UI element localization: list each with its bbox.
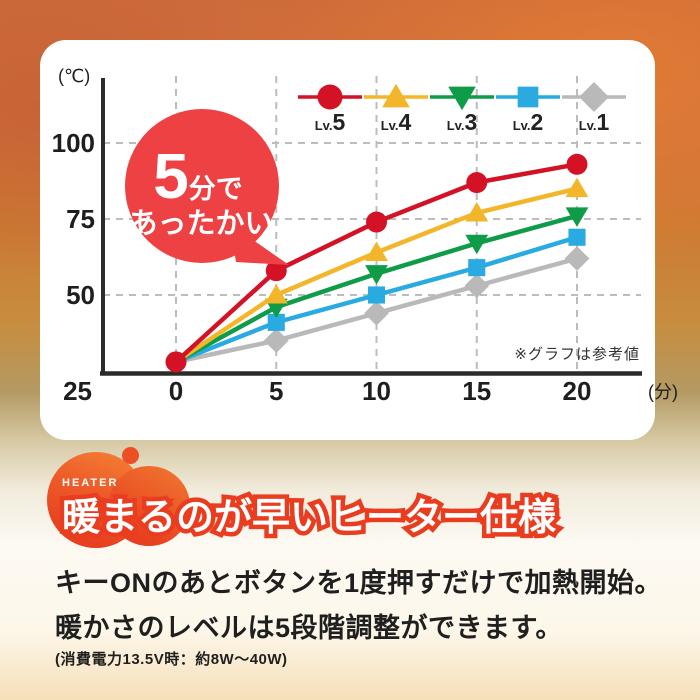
square-marker <box>367 286 386 304</box>
y-tick-label: 25 <box>63 376 92 406</box>
legend-label: Lv.3 <box>447 109 478 135</box>
body-text-line2: 暖かさのレベルは5段階調整ができます。 <box>55 613 563 643</box>
heading-eyebrow: HEATER <box>62 477 119 489</box>
circle-marker <box>265 260 287 282</box>
square-marker <box>517 86 539 108</box>
legend-label: Lv.2 <box>513 109 544 135</box>
heading-blob-small <box>108 466 190 546</box>
x-tick-label: 20 <box>563 376 592 406</box>
x-tick-label: 5 <box>269 376 283 406</box>
diamond-marker <box>364 300 389 326</box>
circle-marker <box>366 211 387 233</box>
triangle-down-marker <box>365 265 388 285</box>
legend-item-Lv.5: Lv.5 <box>298 84 362 135</box>
series-Lv.4 <box>174 177 589 364</box>
square-marker <box>267 313 285 331</box>
triangle-up-marker <box>365 241 388 261</box>
diamond-marker <box>579 82 609 112</box>
speech-bubble: 5分で あったかい <box>125 109 289 265</box>
legend: Lv.5 Lv.4 Lv.3 Lv.2 Lv.1 <box>298 82 626 135</box>
diamond-marker <box>464 273 490 299</box>
triangle-down-marker <box>465 234 489 255</box>
square-marker <box>568 228 586 246</box>
section-title-outline: 暖まるのが早いヒーター仕様 <box>57 493 560 544</box>
bubble-text-line2: あったかい <box>128 208 273 240</box>
legend-label: Lv.5 <box>315 109 346 135</box>
section-title-text: 暖まるのが早いヒーター仕様 <box>62 497 557 539</box>
legend-label: Lv.1 <box>579 109 610 135</box>
x-tick-label: 10 <box>362 376 391 406</box>
legend-item-Lv.4: Lv.4 <box>364 83 428 135</box>
legend-item-Lv.1: Lv.1 <box>562 82 626 135</box>
triangle-up-marker <box>382 83 410 108</box>
square-marker <box>468 259 486 277</box>
bubble-text-line1: 5分で <box>153 140 243 212</box>
diamond-marker <box>263 328 289 353</box>
circle-marker <box>566 153 588 175</box>
body-text-line1: キーONのあとボタンを1度押すだけで加熱開始。 <box>55 568 663 598</box>
circle-marker <box>317 84 343 110</box>
series-lines <box>165 153 590 373</box>
triangle-down-marker <box>448 86 476 111</box>
y-tick-label: 50 <box>66 280 95 310</box>
triangle-up-marker <box>465 201 489 222</box>
triangle-up-marker <box>565 177 589 198</box>
legend-label: Lv.4 <box>381 109 412 135</box>
circle-marker <box>165 351 187 373</box>
diamond-marker <box>564 246 590 271</box>
series-Lv.1 <box>175 246 590 365</box>
legend-item-Lv.3: Lv.3 <box>430 86 494 135</box>
chart-note: ※グラフは参考値 <box>514 346 640 363</box>
series-Lv.2 <box>175 228 586 364</box>
x-axis-unit: (分) <box>648 382 678 402</box>
section-title: 暖まるのが早いヒーター仕様 暖まるのが早いヒーター仕様 <box>57 486 662 544</box>
x-tick-label: 15 <box>462 376 491 406</box>
x-tick-label: 0 <box>169 376 183 406</box>
body-note: (消費電力13.5V時：約8W〜40W) <box>55 651 288 668</box>
heading-blob-dot <box>122 447 139 464</box>
legend-item-Lv.2: Lv.2 <box>496 86 560 135</box>
circle-marker <box>466 172 488 194</box>
y-tick-label: 100 <box>52 128 95 158</box>
series-Lv.5 <box>165 153 588 373</box>
axis-ticks: 100 75 50 25 0 5 10 15 20 <box>52 128 592 406</box>
triangle-down-marker <box>565 207 589 227</box>
y-tick-label: 75 <box>66 204 95 234</box>
triangle-up-marker <box>264 284 288 304</box>
y-axis-unit: (℃) <box>58 66 90 86</box>
speech-bubble-body <box>125 109 279 263</box>
